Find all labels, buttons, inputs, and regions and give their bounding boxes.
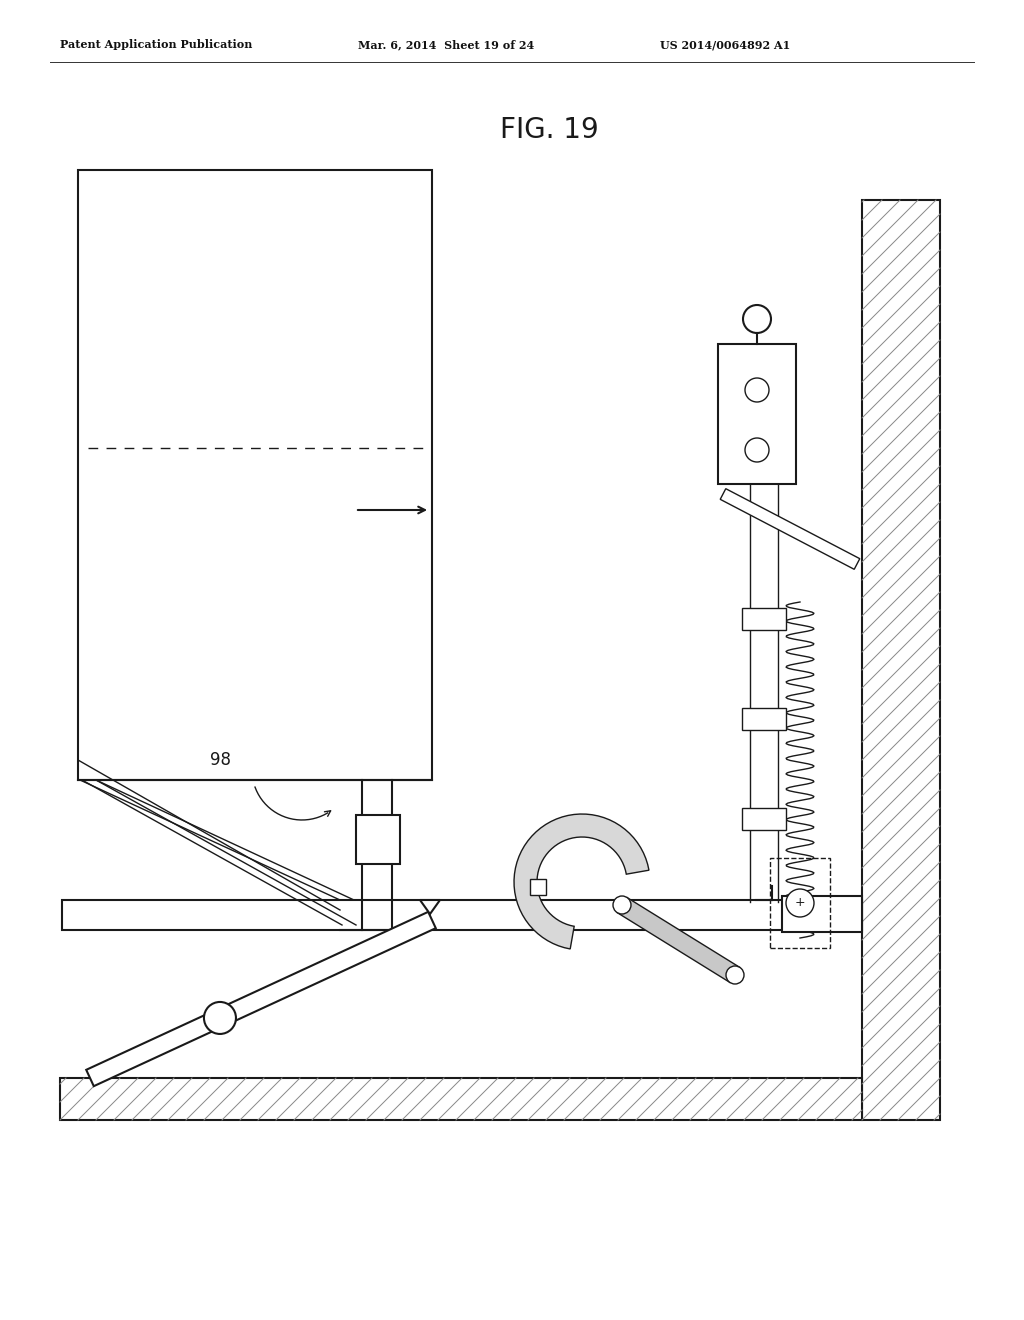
Bar	[60, 1078, 862, 1119]
Circle shape	[613, 896, 631, 913]
Bar	[718, 345, 796, 484]
Polygon shape	[86, 912, 436, 1086]
Text: US 2014/0064892 A1: US 2014/0064892 A1	[660, 40, 791, 50]
Circle shape	[743, 305, 771, 333]
Circle shape	[204, 1002, 236, 1034]
Bar	[356, 814, 400, 865]
Bar	[530, 879, 546, 895]
Circle shape	[745, 438, 769, 462]
Text: Patent Application Publication: Patent Application Publication	[60, 40, 252, 50]
Text: +: +	[795, 896, 805, 909]
Circle shape	[745, 378, 769, 403]
Circle shape	[726, 966, 744, 983]
Bar	[862, 201, 940, 1119]
Bar	[742, 808, 786, 830]
Bar	[62, 900, 862, 931]
Bar	[742, 609, 786, 630]
Text: 98: 98	[210, 751, 231, 770]
Text: FIG. 19: FIG. 19	[500, 116, 599, 144]
Text: Mar. 6, 2014  Sheet 19 of 24: Mar. 6, 2014 Sheet 19 of 24	[358, 40, 535, 50]
Bar	[782, 896, 862, 932]
Bar	[78, 170, 432, 780]
Polygon shape	[617, 898, 739, 982]
Bar	[770, 858, 830, 948]
Polygon shape	[420, 900, 440, 913]
Polygon shape	[514, 814, 649, 949]
Bar	[742, 708, 786, 730]
Polygon shape	[720, 488, 860, 569]
Circle shape	[786, 888, 814, 917]
